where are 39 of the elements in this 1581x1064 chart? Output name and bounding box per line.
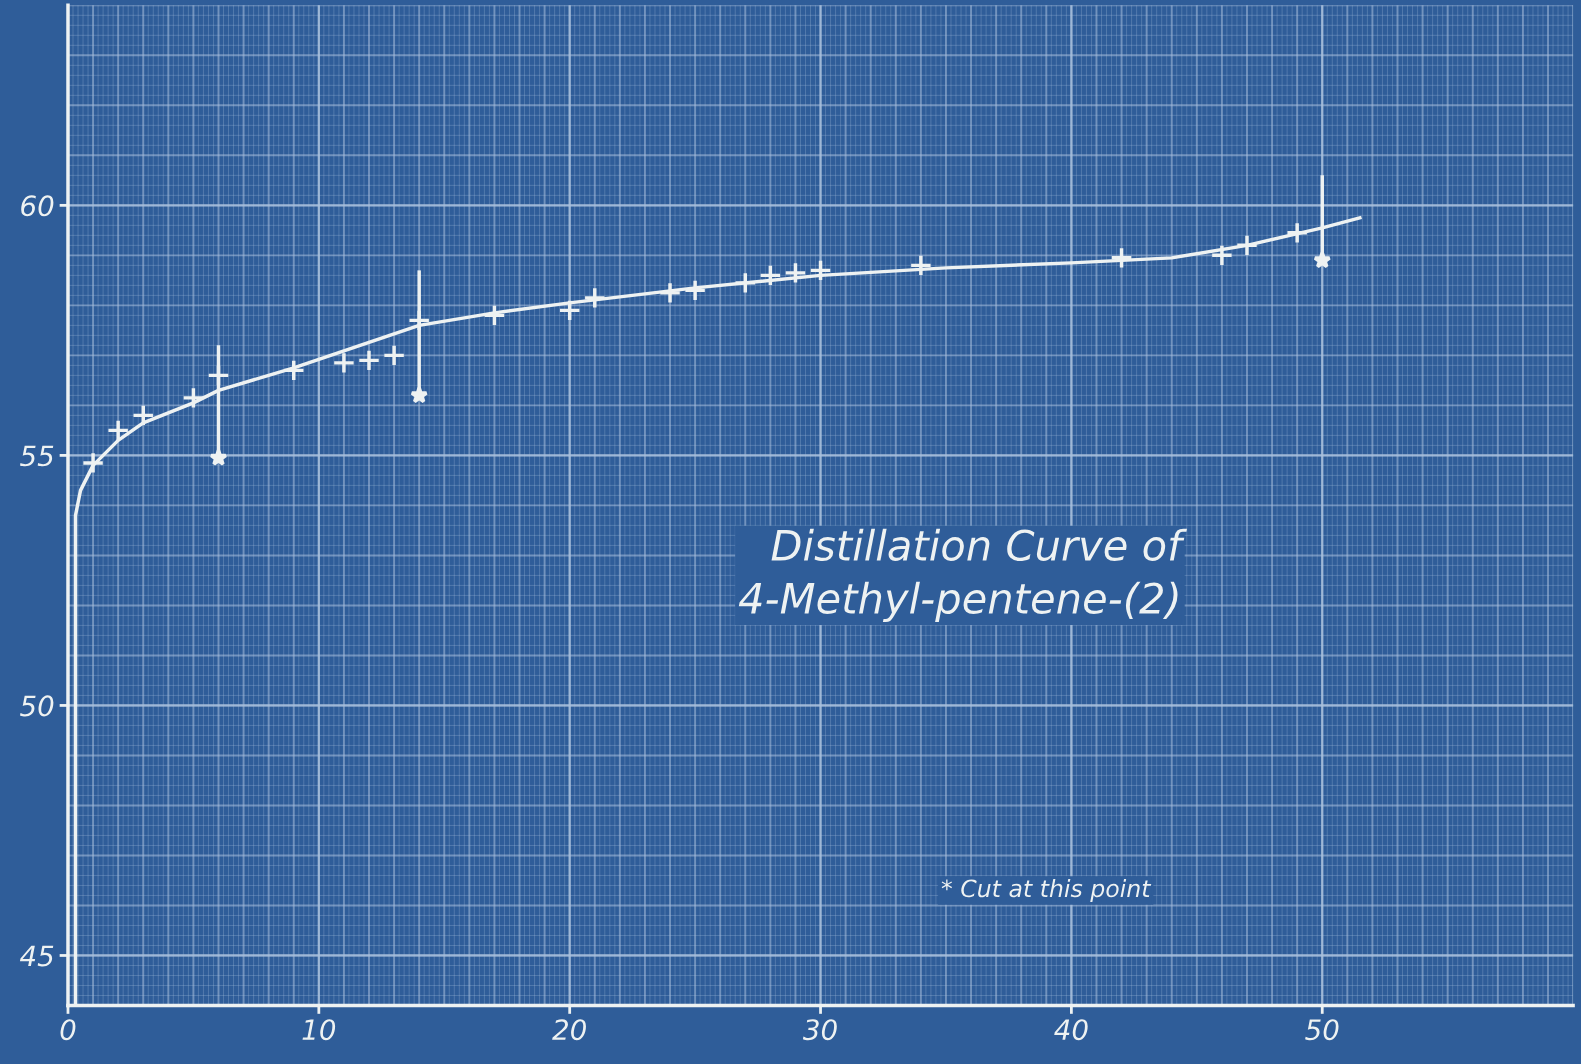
y-tick-label: 55 bbox=[20, 445, 54, 467]
point bbox=[332, 351, 356, 375]
point bbox=[758, 263, 782, 287]
point bbox=[81, 451, 105, 475]
x-tick-label: 10 bbox=[302, 1019, 336, 1041]
x-tick-label: 40 bbox=[1054, 1019, 1088, 1041]
text: Distillation Curve of 4-Methyl-pentene-(2) bbox=[738, 528, 1188, 623]
point bbox=[1210, 243, 1234, 267]
point bbox=[558, 298, 582, 322]
point bbox=[282, 358, 306, 382]
point bbox=[809, 258, 832, 282]
point bbox=[106, 418, 130, 442]
x-tick-label: 0 bbox=[60, 1019, 76, 1041]
point bbox=[410, 386, 429, 404]
point bbox=[909, 253, 933, 277]
point bbox=[1285, 221, 1309, 245]
point bbox=[407, 308, 431, 332]
y-tick-label: 50 bbox=[20, 695, 54, 717]
point bbox=[683, 278, 707, 302]
point bbox=[783, 261, 807, 285]
point bbox=[1235, 233, 1259, 257]
y-tick-label: 60 bbox=[21, 195, 54, 217]
point bbox=[733, 271, 757, 295]
point bbox=[1110, 246, 1134, 270]
x-tick-label: 50 bbox=[1305, 1019, 1339, 1041]
y-tick-label: 45 bbox=[19, 945, 54, 967]
point bbox=[658, 281, 682, 305]
point bbox=[209, 448, 228, 466]
point bbox=[357, 348, 381, 372]
point bbox=[482, 303, 506, 327]
point bbox=[131, 403, 155, 427]
point bbox=[181, 386, 205, 410]
point bbox=[207, 363, 230, 387]
point bbox=[1313, 250, 1332, 269]
point bbox=[382, 343, 406, 367]
x-tick-label: 20 bbox=[552, 1019, 586, 1041]
point bbox=[583, 286, 607, 310]
x-tick-label: 30 bbox=[802, 1019, 837, 1041]
annotation: * Cut at this point bbox=[941, 879, 1152, 902]
